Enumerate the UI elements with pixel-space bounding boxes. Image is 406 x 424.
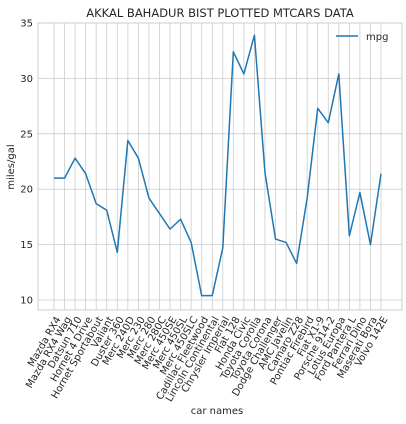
data-point — [306, 197, 308, 199]
data-point — [137, 157, 139, 159]
y-tick-label: 10 — [20, 296, 33, 307]
data-point — [148, 197, 150, 199]
data-point — [369, 243, 371, 245]
y-tick-labels: 10 15 20 25 30 35 — [20, 19, 33, 307]
data-point — [116, 251, 118, 253]
data-point — [95, 202, 97, 204]
data-point — [179, 218, 181, 220]
data-point — [211, 294, 213, 296]
y-tick-label: 35 — [20, 19, 33, 30]
legend: mpg — [336, 32, 388, 43]
y-tick-label: 20 — [20, 185, 33, 196]
y-tick-label: 30 — [20, 74, 33, 85]
y-tick-label: 25 — [20, 129, 33, 140]
data-point — [317, 107, 319, 109]
data-point — [380, 173, 382, 175]
data-point — [348, 235, 350, 237]
plot-area — [37, 22, 403, 311]
data-point — [253, 34, 255, 36]
data-point — [327, 122, 329, 124]
grid-lines — [38, 22, 402, 310]
x-axis-label: car names — [191, 406, 244, 417]
data-point — [274, 238, 276, 240]
data-point — [84, 173, 86, 175]
data-point — [158, 212, 160, 214]
data-point — [200, 294, 202, 296]
y-tick-label: 15 — [20, 240, 33, 251]
data-point — [243, 73, 245, 75]
series-line-mpg — [54, 34, 382, 297]
data-point — [74, 157, 76, 159]
data-point — [190, 241, 192, 243]
data-point — [359, 191, 361, 193]
data-point — [285, 241, 287, 243]
data-point — [222, 247, 224, 249]
data-point — [338, 73, 340, 75]
data-point — [264, 171, 266, 173]
data-point — [106, 209, 108, 211]
data-point — [295, 262, 297, 264]
data-point — [232, 51, 234, 53]
legend-label-mpg: mpg — [366, 32, 388, 43]
series-layer — [53, 34, 382, 297]
data-point — [127, 139, 129, 141]
data-point — [53, 177, 55, 179]
data-point — [63, 177, 65, 179]
chart-title: AKKAL BAHADUR BIST PLOTTED MTCARS DATA — [86, 6, 354, 20]
y-axis-label: miles/gal — [6, 144, 17, 189]
data-point — [169, 228, 171, 230]
